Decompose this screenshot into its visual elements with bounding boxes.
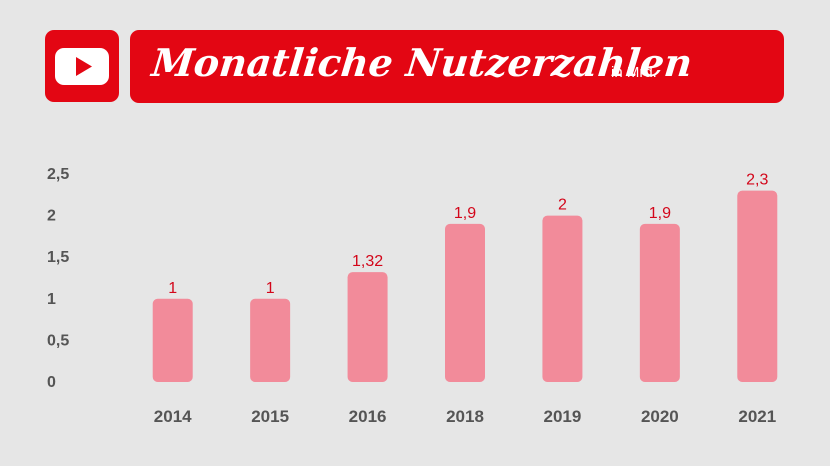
x-tick-label: 2014 [154,407,192,426]
x-tick-label: 2019 [544,407,582,426]
bar [250,298,291,382]
x-tick-label: 2021 [738,407,776,426]
data-label: 2,3 [746,172,768,189]
bar [152,298,193,382]
x-tick-label: 2016 [349,407,387,426]
y-tick-label: 1,5 [47,249,69,266]
data-label: 2 [558,197,567,214]
youtube-logo [45,30,119,102]
y-tick-label: 2,5 [47,166,69,183]
x-tick-label: 2015 [251,407,289,426]
y-tick-label: 1 [47,291,56,308]
y-tick-label: 0 [47,374,56,391]
bar [639,223,680,382]
title-banner [130,30,784,103]
bar [445,223,485,382]
bar [542,215,583,382]
data-label: 1,9 [649,205,671,222]
bar [347,272,388,382]
youtube-play-icon [55,48,109,85]
x-tick-label: 2018 [446,407,484,426]
y-tick-label: 2 [47,208,56,225]
data-label: 1,32 [352,253,383,270]
data-label: 1 [266,280,275,297]
data-label: 1,9 [454,205,476,222]
chart-subtitle: in Mrd. [611,64,657,81]
bar [737,190,778,382]
data-label: 1 [168,280,177,297]
x-tick-label: 2020 [641,407,679,426]
y-tick-label: 0,5 [47,332,69,349]
